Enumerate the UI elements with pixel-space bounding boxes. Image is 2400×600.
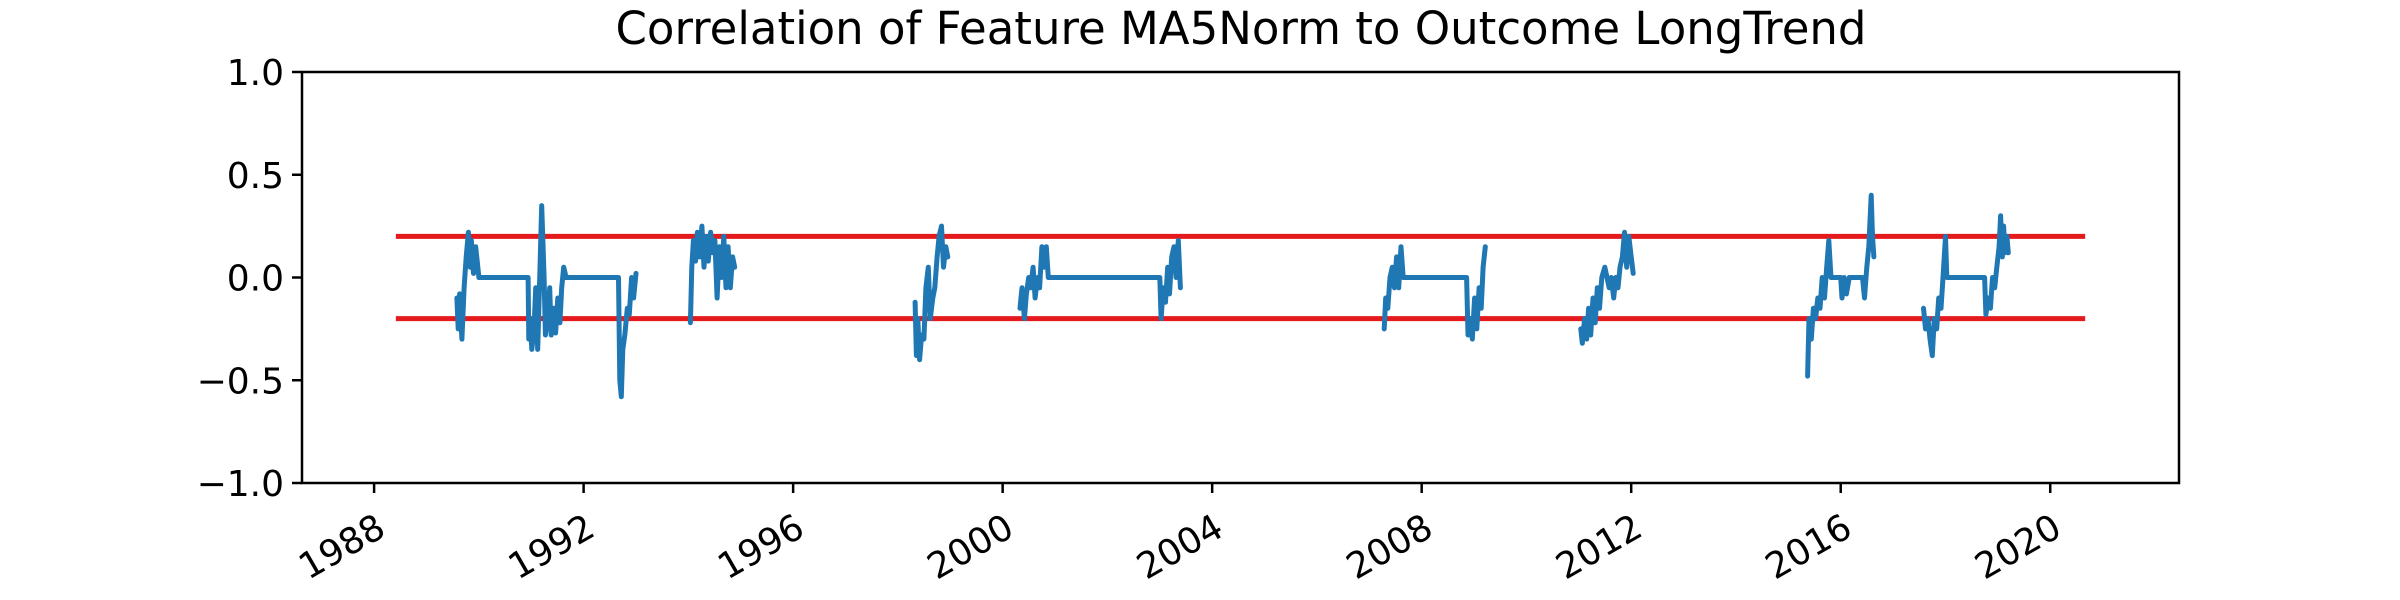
x-tick-label: 1992: [502, 507, 602, 588]
chart-title: Correlation of Feature MA5Norm to Outcom…: [616, 2, 1867, 55]
x-tick-label: 2000: [921, 507, 1021, 588]
y-tick-label: 0.5: [227, 156, 284, 197]
x-tick-label: 2008: [1340, 507, 1440, 588]
y-tick-label: −1.0: [197, 464, 284, 505]
x-tick-label: 2020: [1968, 507, 2068, 588]
y-tick-label: −0.5: [197, 361, 284, 402]
series-segment-6: [1578, 229, 1636, 346]
x-axis: 1988 1992 1996 2000 2004 2008 2012 2016 2020: [292, 483, 2068, 588]
series-segment-3: [912, 223, 951, 363]
series-segment-8: [1921, 213, 2011, 359]
series-segment-2: [687, 223, 738, 326]
series-segment-4: [1017, 238, 1183, 322]
x-tick-label: 2012: [1549, 507, 1649, 588]
y-tick-label: 1.0: [227, 53, 284, 94]
x-tick-label: 1996: [711, 507, 811, 588]
series-segment-5: [1381, 244, 1488, 342]
threshold-lines: [395, 233, 2086, 322]
series-segment-7: [1805, 192, 1877, 379]
series-segment-1: [454, 203, 639, 400]
x-tick-label: 1988: [292, 507, 392, 588]
y-tick-label: 0.0: [227, 259, 284, 300]
x-tick-label: 2004: [1130, 507, 1230, 588]
x-tick-label: 2016: [1759, 507, 1859, 588]
y-axis: −1.0 −0.5 0.0 0.5 1.0: [197, 53, 302, 505]
series-line: [454, 192, 2011, 400]
